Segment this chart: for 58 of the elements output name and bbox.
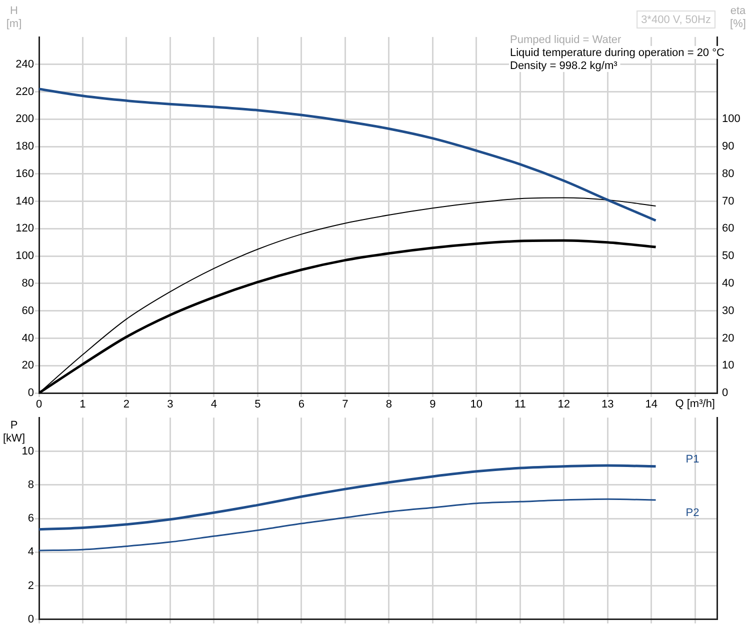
y-tick-label: 100	[16, 250, 34, 262]
y-tick-label: 200	[16, 113, 34, 126]
y-tick-label: 2	[28, 580, 34, 592]
y-axis-title: P [kW]	[3, 420, 25, 445]
y-tick-label: 180	[16, 140, 34, 153]
x-tick-label: 3	[167, 398, 174, 411]
x-tick-label: 11	[514, 398, 526, 411]
y2-tick-label: 100	[722, 113, 740, 126]
line-series	[39, 88, 658, 222]
y2-tick-label: 40	[722, 277, 734, 290]
x-tick-label: 6	[298, 398, 305, 411]
x-tick-label: 12	[558, 398, 570, 411]
y2-axis-title: eta [%]	[730, 5, 747, 30]
y-axis-title: H [m]	[6, 5, 22, 30]
y-tick-label: 220	[16, 86, 34, 98]
annotation: Pumped liquid = Water	[510, 34, 622, 46]
y2-tick-label: 80	[722, 168, 734, 180]
text: P2	[686, 507, 700, 519]
x-tick-label: 1	[80, 398, 86, 411]
x-tick-label: 10	[470, 398, 483, 411]
annotation: Liquid temperature during operation = 20 °C	[510, 47, 725, 59]
x-tick-label: 2	[123, 398, 130, 411]
y2-tick-label: 10	[722, 360, 734, 372]
y-tick-label: 10	[22, 445, 34, 458]
y2-tick-label: 50	[722, 250, 734, 262]
y-tick-label: 8	[28, 478, 34, 491]
x-tick-label: 9	[430, 398, 436, 411]
line-series	[39, 464, 658, 531]
y-tick-label: 0	[28, 613, 34, 626]
y2-tick-label: 30	[722, 304, 734, 317]
y-tick-label: 6	[28, 512, 34, 525]
y-tick-label: 120	[16, 222, 34, 235]
y-tick-label: 20	[22, 360, 34, 372]
y-tick-label: 40	[22, 332, 34, 344]
x-axis-title: Q [m³/h]	[675, 398, 715, 410]
y-tick-label: 140	[16, 195, 34, 208]
y2-tick-label: 70	[722, 195, 734, 208]
x-tick-label: 4	[210, 398, 218, 411]
y2-tick-label: 90	[722, 140, 734, 153]
y-tick-label: 60	[22, 304, 34, 317]
x-tick-label: 0	[36, 398, 42, 411]
text: P1	[686, 453, 700, 466]
y-tick-label: 80	[22, 277, 34, 290]
x-tick-label: 13	[602, 398, 614, 411]
x-tick-label: 5	[254, 398, 261, 411]
x-tick-label: 14	[645, 398, 658, 411]
y2-tick-label: 20	[722, 332, 734, 344]
line-series	[39, 498, 657, 552]
chart-title: 3*400 V, 50Hz	[641, 14, 711, 26]
y2-tick-label: 0	[722, 387, 728, 400]
y-tick-label: 240	[16, 58, 34, 70]
annotation: Density = 998.2 kg/m³	[510, 60, 618, 72]
x-tick-label: 7	[342, 398, 348, 411]
y-tick-label: 160	[16, 168, 34, 180]
x-tick-label: 8	[386, 398, 392, 411]
y-tick-label: 0	[28, 387, 34, 400]
y-tick-label: 4	[28, 546, 34, 558]
y2-tick-label: 60	[722, 222, 734, 235]
